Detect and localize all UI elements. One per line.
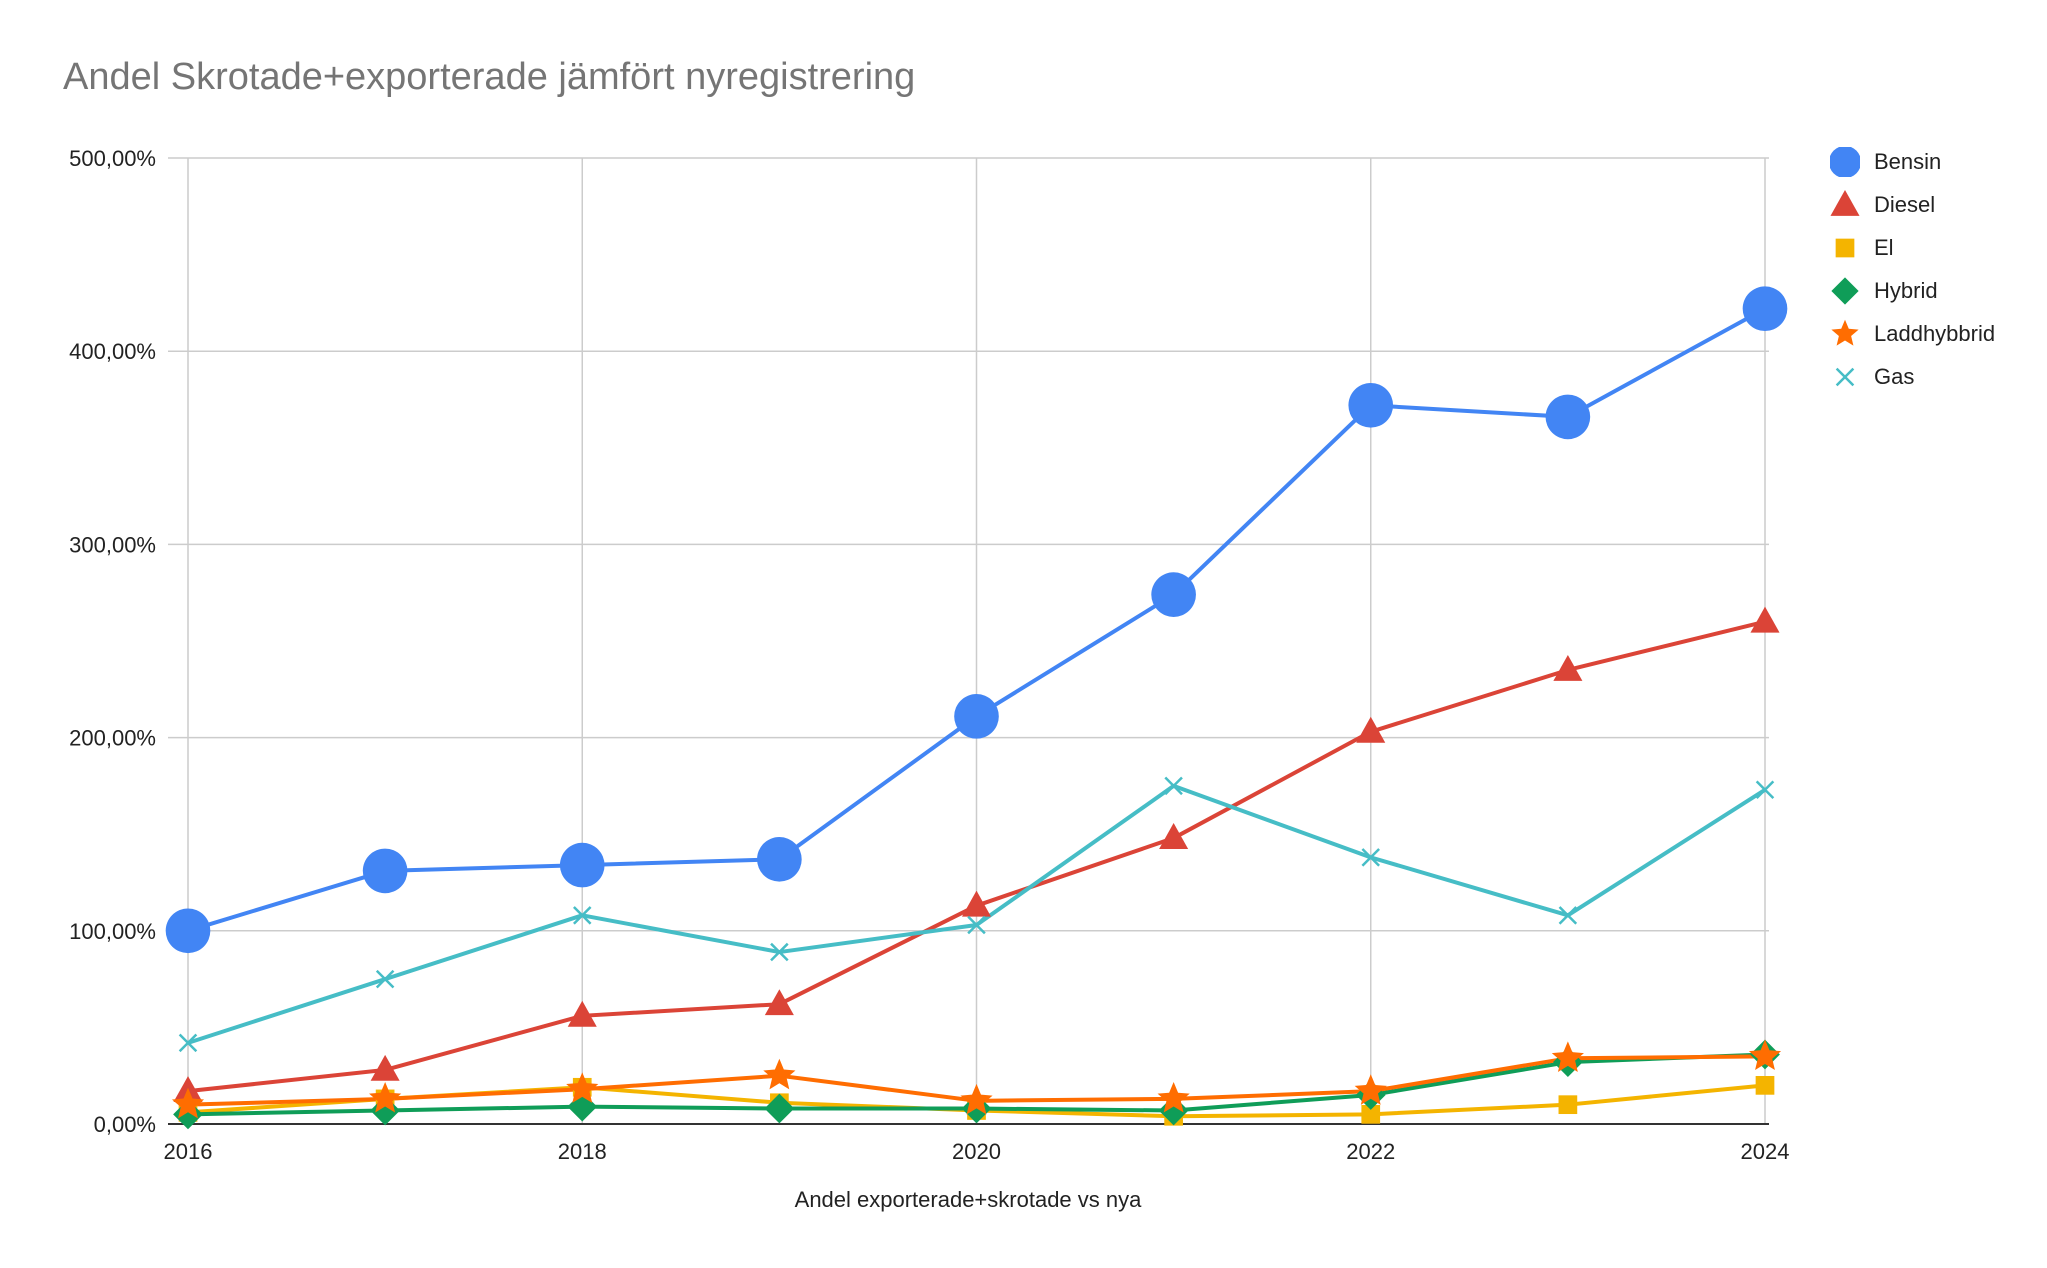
data-point-gas <box>1558 906 1578 925</box>
data-point-gas <box>967 915 986 935</box>
data-point-diesel <box>370 1054 400 1081</box>
data-point-laddhybbrid <box>1551 1041 1584 1072</box>
legend-item-laddhybbrid: Laddhybbrid <box>1830 312 1995 355</box>
y-tick-label: 0,00% <box>94 1112 156 1137</box>
x-tick-label: 2018 <box>558 1139 607 1164</box>
data-point-bensin <box>362 848 408 894</box>
x-axis-label: Andel exporterade+skrotade vs nya <box>795 1187 1142 1212</box>
legend-symbol <box>1835 367 1855 386</box>
data-point-laddhybbrid <box>369 1081 402 1113</box>
data-point-hybrid <box>764 1093 795 1124</box>
legend-marker-square-icon <box>1835 238 1855 257</box>
series-markers-diesel <box>173 606 1780 1103</box>
data-point-laddhybbrid <box>763 1058 796 1090</box>
legend-marker-triangle-icon <box>1830 189 1860 216</box>
data-point-diesel <box>1553 654 1583 681</box>
data-point-bensin <box>954 694 999 739</box>
x-tick-label: 2016 <box>164 1139 213 1164</box>
data-point-laddhybbrid <box>171 1087 205 1119</box>
legend-label: Laddhybbrid <box>1874 320 1996 346</box>
x-tick-label: 2020 <box>952 1139 1001 1164</box>
data-point-diesel <box>1159 823 1189 849</box>
data-point-hybrid <box>567 1091 598 1122</box>
y-tick-label: 500,00% <box>69 146 156 171</box>
data-point-laddhybbrid <box>1748 1039 1782 1071</box>
legend-marker-circle-icon <box>1830 146 1860 177</box>
legend-item-el: El <box>1830 226 1995 269</box>
legend-marker-x-icon <box>1835 367 1855 386</box>
legend: Bensin Diesel El Hybrid Laddhybbrid Gas <box>1830 140 1995 398</box>
data-point-bensin <box>1742 286 1788 332</box>
data-point-gas <box>1755 780 1775 800</box>
legend-symbol <box>1831 276 1859 305</box>
data-point-bensin <box>165 908 211 954</box>
legend-label: Bensin <box>1874 148 1942 174</box>
data-point-laddhybbrid <box>1157 1081 1190 1113</box>
y-tick-label: 100,00% <box>69 919 156 944</box>
legend-label: El <box>1874 234 1894 260</box>
data-point-laddhybbrid <box>960 1083 993 1115</box>
x-axis-ticks: 2016 2018 2020 2022 2024 <box>164 1139 1790 1164</box>
legend-item-bensin: Bensin <box>1830 140 1995 183</box>
data-point-gas <box>178 1033 198 1053</box>
data-point-bensin <box>757 836 802 882</box>
y-tick-label: 300,00% <box>69 532 156 557</box>
legend-marker-diamond-icon <box>1831 276 1859 305</box>
x-tick-label: 2024 <box>1741 1139 1790 1164</box>
data-point-laddhybbrid <box>566 1072 599 1103</box>
data-point-bensin <box>1545 394 1591 440</box>
chart-title: Andel Skrotade+exporterade jämfört nyreg… <box>63 56 916 98</box>
legend-marker-star-icon <box>1831 319 1859 346</box>
y-tick-label: 400,00% <box>69 339 156 364</box>
legend-item-gas: Gas <box>1830 355 1995 398</box>
series-markers-laddhybbrid <box>171 1039 1782 1119</box>
series-markers-gas <box>178 776 1775 1053</box>
data-point-hybrid <box>370 1095 401 1126</box>
data-point-gas <box>573 906 592 925</box>
legend-symbol <box>1831 319 1859 346</box>
legend-symbol <box>1830 189 1860 216</box>
legend-symbol <box>1835 238 1855 257</box>
data-point-diesel <box>961 890 992 917</box>
data-point-gas <box>770 942 789 962</box>
data-point-diesel <box>567 1000 597 1027</box>
data-point-gas <box>375 969 395 989</box>
x-tick-label: 2022 <box>1346 1139 1395 1164</box>
data-point-gas <box>1164 776 1183 796</box>
legend-label: Diesel <box>1874 191 1936 217</box>
data-point-el <box>1361 1104 1381 1124</box>
series-markers-bensin <box>165 286 1788 954</box>
data-point-bensin <box>1151 572 1196 617</box>
data-point-diesel <box>1356 716 1386 743</box>
data-point-diesel <box>764 989 794 1016</box>
data-point-el <box>1558 1095 1578 1115</box>
series-markers <box>165 286 1788 1130</box>
legend-label: Gas <box>1874 363 1915 389</box>
data-point-laddhybbrid <box>1354 1074 1387 1105</box>
legend-symbol <box>1830 146 1860 177</box>
legend-label: Hybrid <box>1874 277 1938 303</box>
data-point-diesel <box>1750 606 1780 633</box>
legend-item-diesel: Diesel <box>1830 183 1995 226</box>
grid-lines <box>168 157 1769 1124</box>
data-point-bensin <box>1348 382 1394 428</box>
y-axis-ticks: 0,00% 100,00% 200,00% 300,00% 400,00% 500,00% <box>69 146 156 1137</box>
data-point-el <box>1755 1076 1775 1095</box>
data-point-gas <box>1361 848 1380 867</box>
data-point-hybrid <box>173 1099 203 1130</box>
data-point-bensin <box>559 842 605 888</box>
legend-item-hybrid: Hybrid <box>1830 269 1995 312</box>
y-tick-label: 200,00% <box>69 726 156 751</box>
